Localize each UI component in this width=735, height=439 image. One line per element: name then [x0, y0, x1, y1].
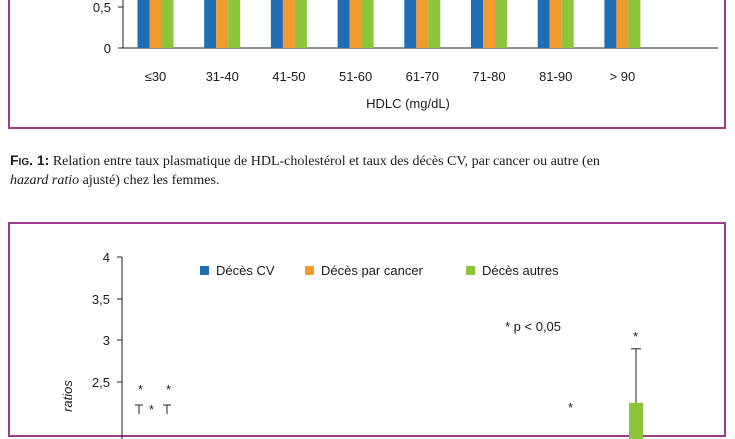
figure-caption: Fig. 1: Relation entre taux plasmatique …	[10, 151, 730, 190]
bar-cancer	[616, 0, 629, 48]
bar-cv	[204, 0, 217, 48]
annotation-pvalue: * p < 0,05	[505, 319, 561, 334]
bar-autres	[495, 0, 507, 48]
y-tick-label-2: 4	[103, 250, 110, 265]
significance-star: *	[633, 329, 638, 344]
bar-autres	[228, 0, 241, 48]
bar-cancer	[149, 0, 162, 48]
legend-swatch-1	[305, 266, 314, 275]
caption-text-1: Relation entre taux plasmatique de HDL-c…	[49, 154, 600, 169]
bar-cancer	[349, 0, 362, 48]
significance-star: *	[568, 400, 573, 415]
y-tick-label-1: 0,5	[93, 0, 111, 15]
x-tick-label-1: 81-90	[539, 69, 572, 84]
x-tick-label-1: ≤30	[145, 69, 167, 84]
x-tick-label-1: 71-80	[472, 69, 505, 84]
chart-panel-1: 0,5 0 ≤30 31-40 41-50 51-60 61-70 71-80 81-90 > 9…	[8, 0, 726, 129]
legend-label: Décès par cancer	[321, 263, 424, 278]
x-tick-label-1: 51-60	[339, 69, 372, 84]
bar-cv	[604, 0, 617, 48]
bar-cancer	[483, 0, 495, 48]
caption-text-2: ajusté) chez les femmes.	[79, 173, 220, 188]
x-tick-label-1: 31-40	[206, 69, 239, 84]
bar-cancer	[216, 0, 229, 48]
chart-panel-2: 4 3,5 3 2,5 ratios Décès CV Décès par cancer Dé…	[8, 222, 726, 439]
bar-autres	[294, 0, 307, 48]
bar-cv	[537, 0, 550, 48]
bar-autres	[629, 402, 643, 439]
bar-autres	[428, 0, 441, 48]
bar-cancer	[549, 0, 562, 48]
chart-1-svg: 0,5 0 ≤30 31-40 41-50 51-60 61-70 71-80 81-90 > 9…	[93, 0, 718, 111]
legend-swatch-2	[466, 266, 475, 275]
bar-autres	[361, 0, 374, 48]
y-tick-label-2: 3	[103, 333, 110, 348]
x-axis-title-1: HDLC (mg/dL)	[366, 96, 450, 111]
bar-cancer	[282, 0, 295, 48]
bar-cv	[337, 0, 350, 48]
caption-italic: hazard ratio	[10, 173, 80, 188]
legend-label: Décès autres	[482, 263, 559, 278]
y-tick-label-1: 0	[104, 41, 111, 56]
y-tick-label-2: 3,5	[92, 292, 110, 307]
bar-cv	[404, 0, 417, 48]
x-tick-label-1: > 90	[610, 69, 636, 84]
legend-swatch-0	[200, 266, 209, 275]
bar-cv	[471, 0, 483, 48]
significance-star: *	[138, 382, 143, 397]
small-star: *	[149, 402, 154, 417]
significance-star: *	[166, 382, 171, 397]
y-axis-title-2: ratios	[60, 380, 75, 412]
x-tick-label-1: 61-70	[406, 69, 439, 84]
x-tick-label-1: 41-50	[272, 69, 305, 84]
figure-label: Fig. 1:	[10, 152, 50, 168]
bar-autres	[161, 0, 174, 48]
bar-autres	[561, 0, 574, 48]
bar-cancer	[416, 0, 429, 48]
chart-2-svg: 4 3,5 3 2,5 ratios Décès CV Décès par cancer Dé…	[60, 250, 643, 439]
y-tick-label-2: 2,5	[92, 375, 110, 390]
bar-autres	[628, 0, 641, 48]
bar-cv	[137, 0, 150, 48]
legend-label: Décès CV	[216, 263, 275, 278]
bar-cv	[270, 0, 283, 48]
